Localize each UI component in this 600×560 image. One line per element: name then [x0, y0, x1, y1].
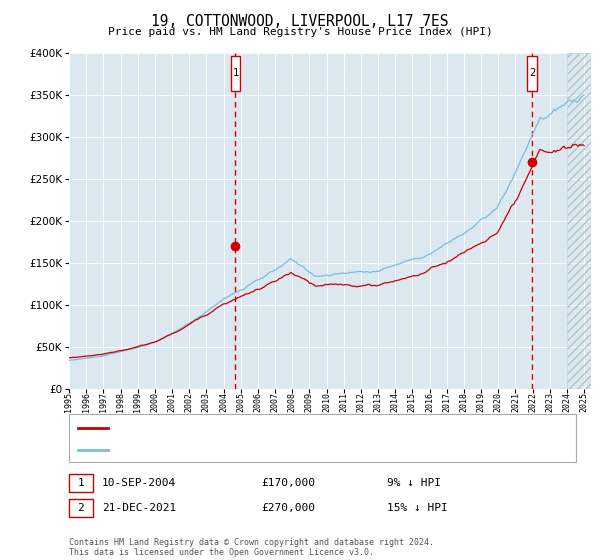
Text: 2024: 2024 [562, 392, 571, 412]
Text: 2018: 2018 [460, 392, 469, 412]
Text: 10-SEP-2004: 10-SEP-2004 [102, 478, 176, 488]
Text: HPI: Average price, detached house, Liverpool: HPI: Average price, detached house, Live… [114, 445, 395, 455]
Text: 2004: 2004 [219, 392, 228, 412]
Text: 9% ↓ HPI: 9% ↓ HPI [387, 478, 441, 488]
Text: £270,000: £270,000 [261, 503, 315, 513]
Text: 2016: 2016 [425, 392, 434, 412]
Text: £170,000: £170,000 [261, 478, 315, 488]
Text: 2: 2 [529, 68, 535, 78]
Text: 2001: 2001 [167, 392, 176, 412]
Text: 2009: 2009 [305, 392, 314, 412]
Text: 1999: 1999 [133, 392, 142, 412]
Text: 2021: 2021 [511, 392, 520, 412]
Text: 1: 1 [77, 478, 85, 488]
Text: 1: 1 [232, 68, 239, 78]
Text: 2006: 2006 [253, 392, 262, 412]
Text: 2: 2 [77, 503, 85, 513]
Text: 2025: 2025 [580, 392, 589, 412]
Text: 1997: 1997 [99, 392, 108, 412]
Text: 2002: 2002 [185, 392, 194, 412]
Text: 2003: 2003 [202, 392, 211, 412]
Text: 19, COTTONWOOD, LIVERPOOL, L17 7ES: 19, COTTONWOOD, LIVERPOOL, L17 7ES [151, 14, 449, 29]
Text: 1995: 1995 [65, 392, 74, 412]
Text: 2008: 2008 [288, 392, 297, 412]
Text: 21-DEC-2021: 21-DEC-2021 [102, 503, 176, 513]
Text: 2013: 2013 [374, 392, 383, 412]
Text: 2011: 2011 [339, 392, 348, 412]
Text: 2019: 2019 [476, 392, 485, 412]
Text: 2012: 2012 [356, 392, 365, 412]
Text: 15% ↓ HPI: 15% ↓ HPI [387, 503, 448, 513]
Text: Price paid vs. HM Land Registry's House Price Index (HPI): Price paid vs. HM Land Registry's House … [107, 27, 493, 37]
Bar [527, 56, 537, 91]
Text: 2005: 2005 [236, 392, 245, 412]
Text: 2014: 2014 [391, 392, 400, 412]
Text: 2007: 2007 [271, 392, 280, 412]
Bar [230, 56, 240, 91]
Text: 1998: 1998 [116, 392, 125, 412]
Text: 1996: 1996 [82, 392, 91, 412]
Text: 2000: 2000 [151, 392, 160, 412]
Text: 2017: 2017 [442, 392, 451, 412]
Text: 2022: 2022 [528, 392, 537, 412]
Text: 2023: 2023 [545, 392, 554, 412]
Text: 2020: 2020 [494, 392, 503, 412]
Text: 2010: 2010 [322, 392, 331, 412]
Text: 19, COTTONWOOD, LIVERPOOL, L17 7ES (detached house): 19, COTTONWOOD, LIVERPOOL, L17 7ES (deta… [114, 423, 433, 433]
Text: 2015: 2015 [408, 392, 417, 412]
Text: Contains HM Land Registry data © Crown copyright and database right 2024.
This d: Contains HM Land Registry data © Crown c… [69, 538, 434, 557]
